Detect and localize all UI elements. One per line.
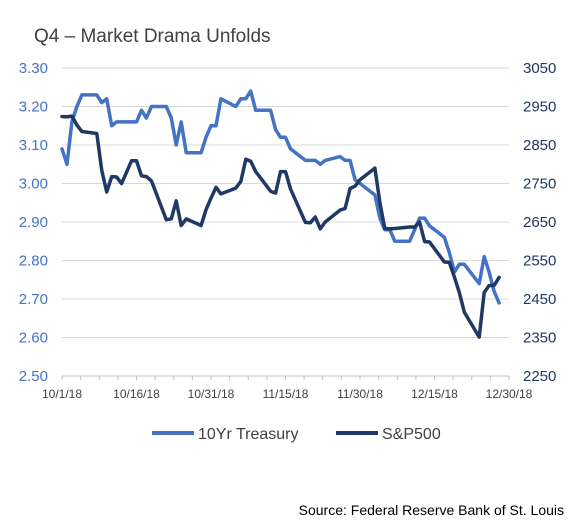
y-right-tick-label: 2450 xyxy=(523,291,556,308)
x-tick-label: 12/30/18 xyxy=(486,387,533,401)
y-right-tick-label: 2250 xyxy=(523,368,556,385)
series-line-10yr-treasury xyxy=(60,89,501,305)
y-right-tick-label: 2950 xyxy=(523,99,556,116)
legend: 10Yr Treasury S&P500 xyxy=(152,426,441,443)
y-left-tick-label: 3.30 xyxy=(19,60,48,77)
y-left-tick-label: 2.60 xyxy=(19,330,48,347)
x-tick-label: 12/15/18 xyxy=(411,387,458,401)
y-right-tick-label: 3050 xyxy=(523,60,556,77)
y-left-tick-label: 2.80 xyxy=(19,253,48,270)
y-left-tick-label: 3.10 xyxy=(19,137,48,154)
legend-label: 10Yr Treasury xyxy=(198,426,298,443)
y-left-tick-label: 3.00 xyxy=(19,176,48,193)
chart-title: Q4 – Market Drama Unfolds xyxy=(34,26,271,47)
source-note: Source: Federal Reserve Bank of St. Loui… xyxy=(298,502,564,518)
gridlines xyxy=(62,67,509,377)
y-right-tick-label: 2650 xyxy=(523,214,556,231)
x-tick-label: 11/15/18 xyxy=(263,387,309,401)
series-lines xyxy=(60,89,501,339)
x-tick-label: 10/31/18 xyxy=(188,387,235,401)
y-right-tick-label: 2550 xyxy=(523,253,556,270)
y-left-tick-label: 2.50 xyxy=(19,368,48,385)
y-left-tick-label: 3.20 xyxy=(19,99,48,116)
x-tick-label: 10/16/18 xyxy=(113,387,160,401)
y-right-tick-label: 2750 xyxy=(523,176,556,193)
y-right-tick-label: 2350 xyxy=(523,330,556,347)
legend-label: S&P500 xyxy=(382,426,441,443)
x-tick-label: 10/1/18 xyxy=(42,387,82,401)
x-tick-label: 11/30/18 xyxy=(337,387,383,401)
series-line-s-p500 xyxy=(60,114,501,339)
y-right-tick-label: 2850 xyxy=(523,137,556,154)
y-left-tick-label: 2.90 xyxy=(19,214,48,231)
y-left-tick-label: 2.70 xyxy=(19,291,48,308)
axes: 2.50 2.60 2.70 2.80 2.90 3.00 3.10 3.20 3.30 2250… xyxy=(19,60,557,401)
